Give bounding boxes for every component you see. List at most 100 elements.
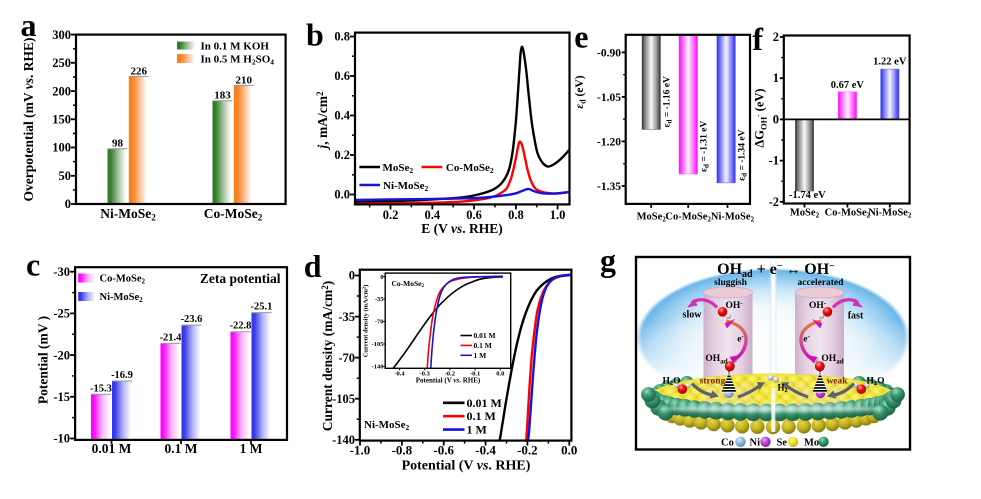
svg-text:0: 0 [349, 269, 355, 283]
svg-text:-23.6: -23.6 [181, 314, 203, 325]
svg-text:-30: -30 [53, 265, 70, 279]
svg-text:-25.1: -25.1 [251, 302, 273, 313]
svg-text:strong: strong [700, 377, 726, 387]
svg-text:Zeta potential: Zeta potential [200, 271, 281, 286]
svg-text:0.67 eV: 0.67 eV [831, 80, 865, 91]
svg-text:In 0.5 M H2SO4: In 0.5 M H2SO4 [201, 54, 275, 67]
svg-text:Co-MoSe2: Co-MoSe2 [446, 162, 494, 175]
svg-text:0.01 M: 0.01 M [474, 331, 496, 340]
svg-text:g: g [600, 242, 616, 278]
svg-text:-0.3: -0.3 [420, 371, 431, 378]
svg-text:-0.90: -0.90 [597, 47, 621, 59]
svg-text:0.8: 0.8 [508, 208, 524, 222]
svg-text:0.0: 0.0 [496, 371, 504, 378]
svg-text:-15.3: -15.3 [90, 383, 112, 394]
svg-text:In 0.1 M KOH: In 0.1 M KOH [201, 41, 270, 53]
svg-text:0.1 M: 0.1 M [467, 409, 496, 423]
svg-text:1 M: 1 M [474, 351, 487, 360]
svg-text:-0.1: -0.1 [470, 371, 480, 378]
svg-text:Ni-MoSe2: Ni-MoSe2 [100, 292, 144, 304]
svg-text:Ni-MoSe2: Ni-MoSe2 [868, 208, 912, 220]
svg-text:183: 183 [214, 90, 231, 102]
svg-text:OH-: OH- [725, 299, 743, 311]
svg-text:0.6: 0.6 [466, 208, 482, 222]
svg-text:εd = -1.31 eV: εd = -1.31 eV [700, 120, 711, 172]
svg-text:slow: slow [683, 310, 703, 321]
svg-text:MoSe2: MoSe2 [637, 212, 667, 224]
svg-text:-0.8: -0.8 [392, 443, 413, 458]
svg-text:0.1 M: 0.1 M [165, 441, 198, 456]
svg-text:εd = -1.34 eV: εd = -1.34 eV [737, 129, 748, 181]
svg-text:210: 210 [236, 75, 253, 87]
svg-text:-0.4: -0.4 [475, 443, 496, 458]
svg-text:Co-MoSe2: Co-MoSe2 [665, 212, 711, 224]
svg-text:Ni-MoSe2: Ni-MoSe2 [100, 206, 156, 222]
svg-text:-105: -105 [372, 341, 385, 348]
svg-text:OHad + e− ↔ OH−: OHad + e− ↔ OH− [717, 261, 835, 280]
svg-text:1 M: 1 M [467, 423, 487, 437]
svg-text:-20: -20 [53, 348, 70, 362]
svg-text:0.1 M: 0.1 M [474, 341, 492, 350]
svg-text:200: 200 [52, 84, 71, 98]
svg-text:-25: -25 [53, 307, 70, 321]
svg-text:Current density (mA/cm2): Current density (mA/cm2) [320, 281, 335, 431]
svg-text:Co-MoSe2: Co-MoSe2 [825, 208, 871, 220]
svg-text:e-: e- [737, 333, 744, 345]
svg-text:0: 0 [380, 274, 383, 281]
svg-text:εd (eV): εd (eV) [574, 75, 588, 108]
svg-text:0.2: 0.2 [334, 148, 350, 162]
svg-text:Ni-MoSe2: Ni-MoSe2 [364, 419, 410, 432]
svg-text:0.01 M: 0.01 M [92, 441, 132, 456]
svg-text:0.2: 0.2 [383, 208, 399, 222]
svg-text:-21.4: -21.4 [160, 332, 183, 343]
svg-text:Co-MoSe2: Co-MoSe2 [392, 279, 425, 289]
svg-text:0.0: 0.0 [334, 188, 350, 202]
svg-text:1 M: 1 M [240, 441, 263, 456]
svg-text:0: 0 [773, 112, 779, 126]
svg-text:Mo: Mo [804, 438, 819, 449]
svg-text:0.0: 0.0 [561, 443, 577, 458]
svg-text:0.01 M: 0.01 M [467, 396, 502, 410]
svg-text:98: 98 [112, 138, 124, 150]
svg-text:H2O: H2O [662, 377, 680, 388]
svg-text:-1.20: -1.20 [597, 136, 621, 148]
svg-text:150: 150 [52, 113, 71, 127]
svg-text:-140: -140 [372, 364, 384, 371]
svg-text:Ni: Ni [750, 438, 761, 449]
svg-text:accelerated: accelerated [798, 278, 845, 288]
svg-text:MoSe2: MoSe2 [790, 208, 820, 220]
svg-text:-1.05: -1.05 [597, 92, 621, 104]
svg-text:-1: -1 [769, 154, 779, 168]
svg-text:Current density (mA/cm2): Current density (mA/cm2) [362, 285, 370, 358]
svg-text:-0.2: -0.2 [445, 371, 455, 378]
svg-text:-70: -70 [375, 319, 384, 326]
svg-text:-1.0: -1.0 [350, 443, 371, 458]
svg-text:-70: -70 [338, 351, 355, 365]
svg-text:-22.8: -22.8 [230, 321, 252, 332]
svg-text:OHad: OHad [705, 354, 727, 366]
svg-text:j, mA/cm2: j, mA/cm2 [315, 91, 330, 151]
svg-text:sluggish: sluggish [714, 278, 747, 288]
svg-text:-0.4: -0.4 [394, 371, 405, 378]
svg-text:Co: Co [721, 438, 734, 449]
svg-text:Potential (V vs. RHE): Potential (V vs. RHE) [416, 377, 481, 385]
svg-text:OHad: OHad [821, 354, 843, 366]
svg-text:Potential (mV ): Potential (mV ) [36, 316, 51, 404]
svg-text:0.8: 0.8 [334, 30, 350, 44]
svg-text:0.4: 0.4 [334, 109, 350, 123]
svg-text:Potential (V vs. RHE): Potential (V vs. RHE) [402, 459, 531, 474]
svg-text:a: a [21, 7, 37, 43]
svg-text:2: 2 [773, 30, 779, 44]
svg-text:e-: e- [803, 333, 810, 345]
svg-text:-140: -140 [332, 433, 355, 447]
svg-text:ΔGOH- (eV): ΔGOH- (eV) [753, 88, 769, 147]
svg-text:Se: Se [777, 438, 788, 449]
svg-text:300: 300 [52, 28, 71, 42]
svg-text:-35: -35 [375, 296, 384, 303]
svg-text:Ni-MoSe2: Ni-MoSe2 [711, 212, 755, 224]
svg-text:-16.9: -16.9 [111, 370, 133, 381]
svg-text:0.6: 0.6 [334, 69, 350, 83]
svg-text:100: 100 [52, 141, 71, 155]
svg-text:MoSe2: MoSe2 [383, 162, 414, 175]
svg-text:-15: -15 [53, 390, 70, 404]
